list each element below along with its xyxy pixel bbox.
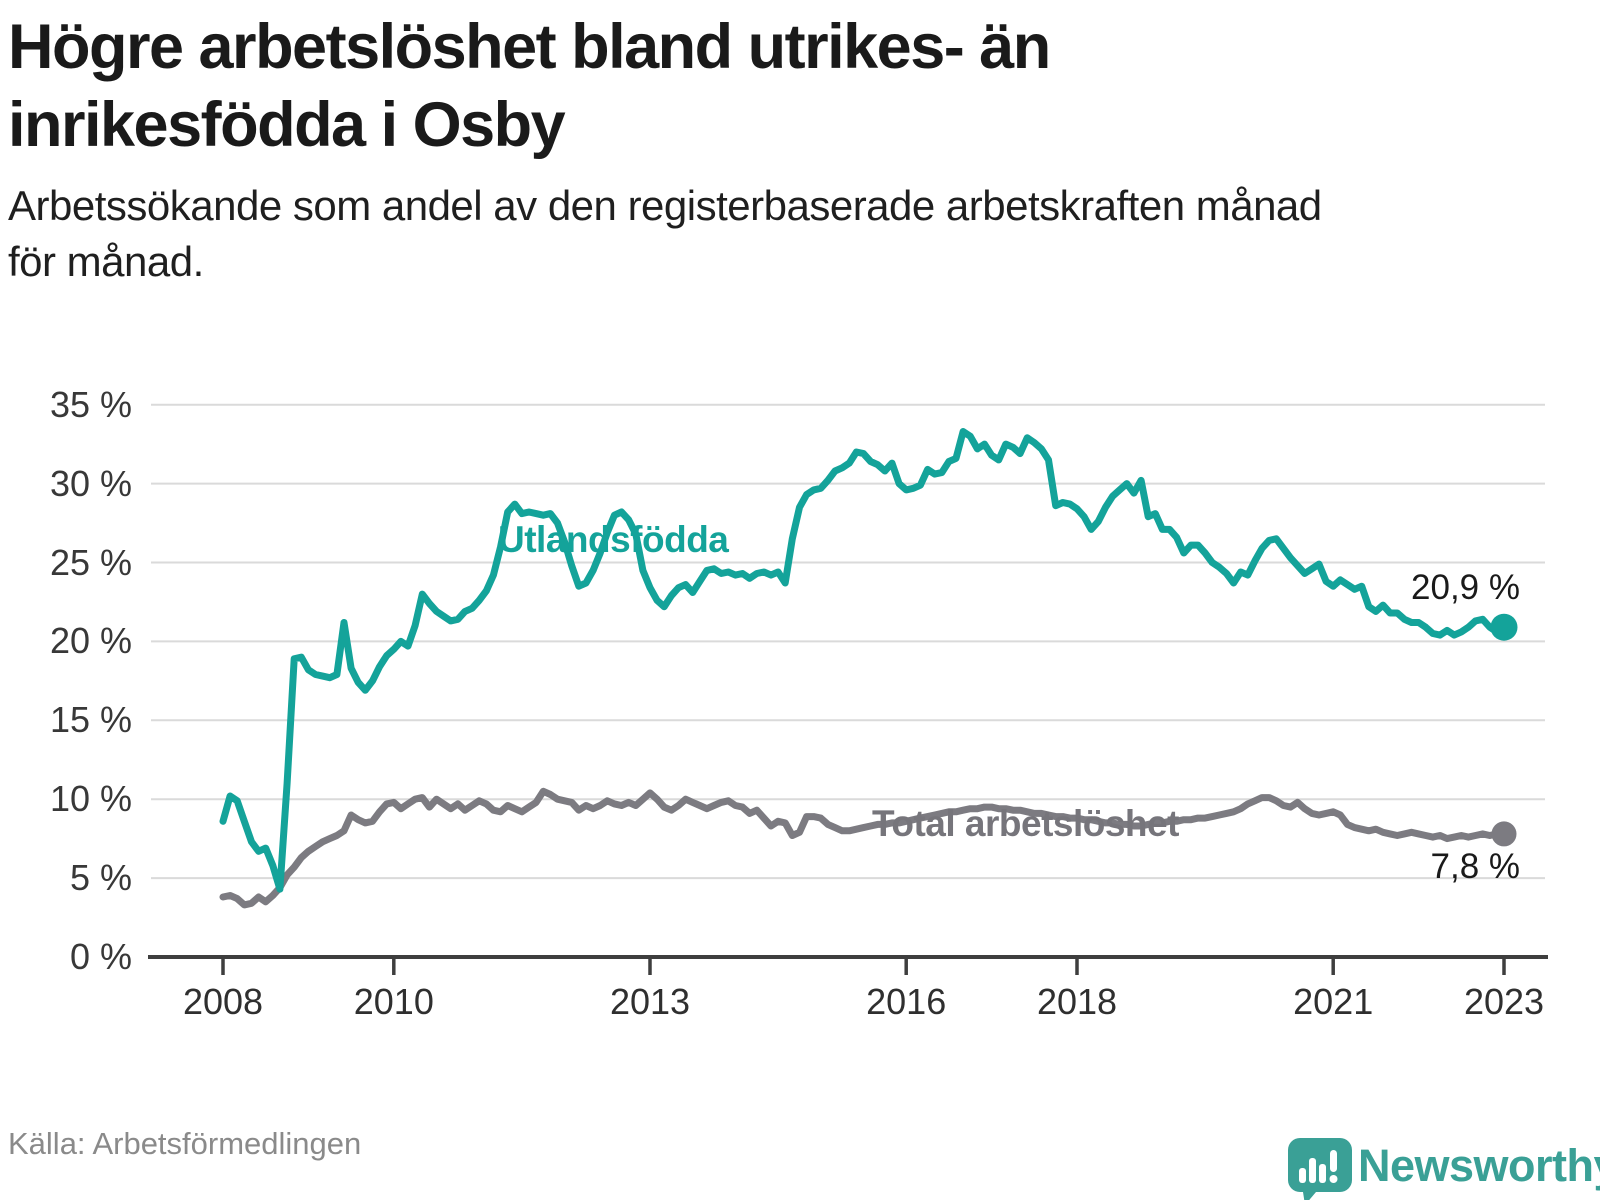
y-tick-label-35: 35 % — [49, 383, 132, 425]
y-tick-label-0: 0 % — [69, 936, 132, 977]
chart-subtitle: Arbetssökande som andel av den registerb… — [8, 178, 1588, 290]
newsworthy-brand: Newsworthy — [1288, 1138, 1600, 1200]
x-tick-label-2021: 2021 — [1293, 981, 1374, 1022]
end-dot-utlandsfodda — [1490, 613, 1518, 641]
source-credit: Källa: Arbetsförmedlingen — [8, 1126, 362, 1161]
y-tick-label-10: 10 % — [49, 778, 132, 820]
y-tick-label-15: 15 % — [49, 699, 132, 741]
newsworthy-wordmark: Newsworthy — [1358, 1140, 1600, 1191]
title-line-2: inrikesfödda i Osby — [8, 90, 566, 160]
logo-bar-1 — [1299, 1168, 1306, 1183]
logo-bar-3 — [1319, 1164, 1326, 1183]
title-line-1: Högre arbetslöshet bland utrikes- än — [8, 12, 1051, 82]
end-value-label-utlandsfodda: 20,9 % — [1411, 568, 1520, 608]
logo-exclamation-dot — [1329, 1175, 1338, 1183]
x-tick-label-2023: 2023 — [1463, 981, 1545, 1022]
logo-bar-2 — [1309, 1158, 1316, 1183]
subtitle-line-1: Arbetssökande som andel av den registerb… — [8, 182, 1322, 229]
y-tick-label-30: 30 % — [49, 462, 132, 504]
y-tick-label-20: 20 % — [49, 620, 132, 662]
x-tick-label-2010: 2010 — [353, 981, 434, 1022]
logo-exclamation-stem — [1330, 1150, 1337, 1172]
x-tick-label-2008: 2008 — [182, 981, 264, 1022]
series-label-total: Total arbetslöshet — [872, 803, 1179, 844]
y-tick-label-25: 25 % — [49, 541, 132, 583]
end-value-label-total: 7,8 % — [1430, 846, 1521, 886]
x-tick-label-2013: 2013 — [609, 981, 691, 1022]
end-dot-total — [1491, 821, 1517, 847]
page-title: Högre arbetslöshet bland utrikes- än inr… — [8, 8, 1568, 164]
series-line-total — [219, 787, 1508, 909]
x-tick-label-2018: 2018 — [1036, 981, 1118, 1022]
series-line-utlandsfodda — [219, 428, 1508, 893]
subtitle-line-2: för månad. — [8, 238, 204, 285]
newsworthy-logo-icon — [1288, 1138, 1352, 1200]
y-tick-label-5: 5 % — [69, 857, 132, 899]
x-tick-label-2016: 2016 — [866, 981, 947, 1022]
series-label-utlandsfodda: Utlandsfödda — [498, 519, 729, 560]
